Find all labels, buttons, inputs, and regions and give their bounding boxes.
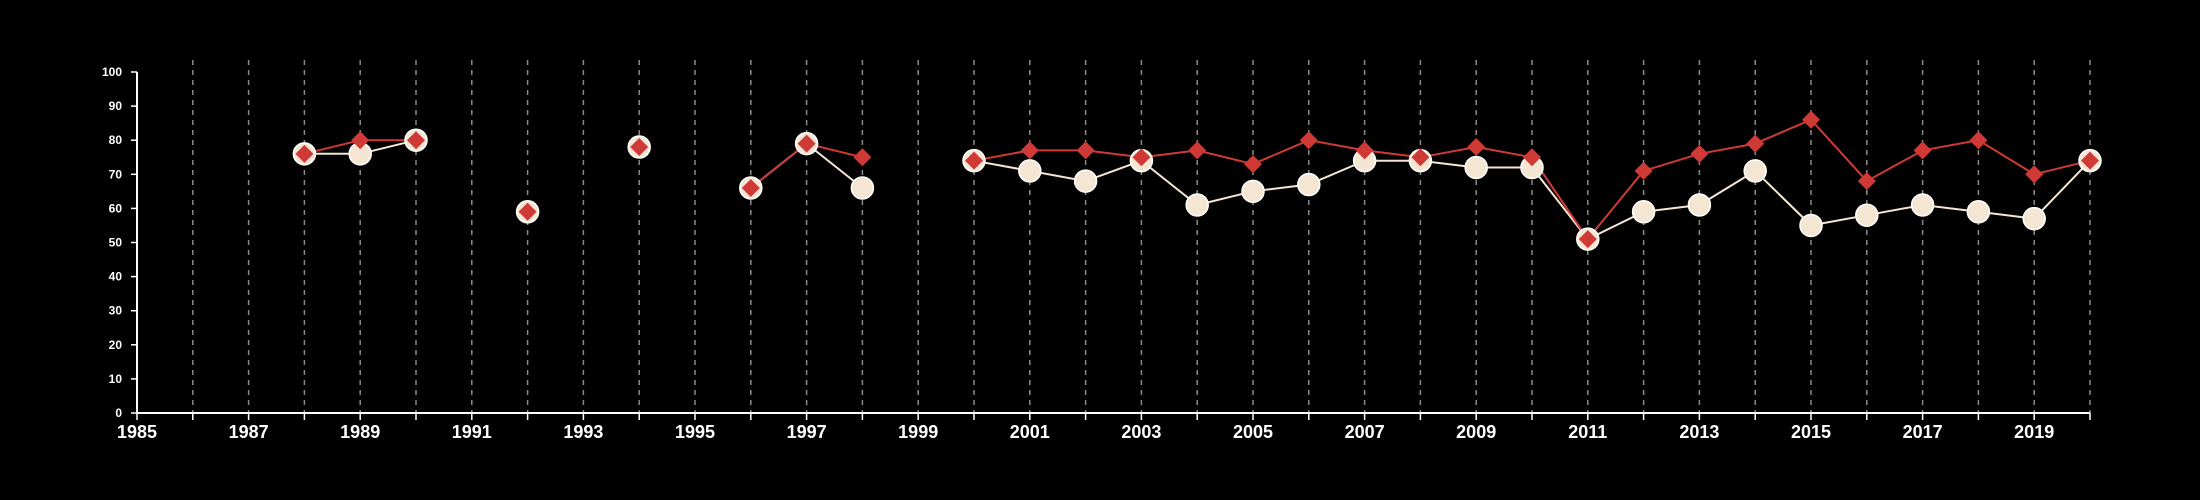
series-2-point [295, 144, 314, 163]
y-tick-label: 100 [102, 65, 122, 79]
series-2-point [1355, 141, 1374, 160]
series-2-point [2025, 165, 2044, 184]
y-tick-label: 80 [109, 133, 123, 147]
series-2-point [1523, 148, 1541, 167]
x-tick-label: 2007 [1345, 422, 1385, 442]
series-2-point [1913, 141, 1932, 160]
series-1-point [1743, 159, 1767, 183]
series-1-point [1241, 179, 1265, 204]
series-1-point [1297, 172, 1321, 197]
x-tick-label: 2003 [1121, 422, 1161, 442]
series-2-point [1857, 172, 1876, 191]
y-tick-label: 20 [109, 338, 123, 352]
series-2-point [1578, 230, 1597, 249]
series-2-point [518, 202, 537, 221]
x-tick-label: 1987 [229, 422, 269, 442]
x-tick-label: 2011 [1568, 422, 1607, 442]
series-2-point [1969, 131, 1988, 150]
series-1-point [1966, 200, 1991, 224]
y-tick-label: 50 [109, 236, 123, 250]
x-tick-label: 2001 [1010, 422, 1050, 442]
x-tick-label: 1993 [563, 422, 603, 442]
y-tick-label: 10 [109, 372, 123, 386]
y-tick-label: 40 [109, 270, 123, 284]
series-1-point [1073, 169, 1098, 193]
x-tick-label: 1991 [452, 422, 492, 442]
series-1-point [1018, 159, 1042, 183]
series-1-point [1185, 193, 1209, 217]
series-2-point [407, 131, 425, 150]
series-2-point [853, 148, 872, 167]
x-tick-label: 1997 [787, 422, 827, 442]
series-2-point [741, 178, 760, 197]
series-1-point [1464, 155, 1488, 180]
series-1-point [850, 176, 875, 200]
series-2-point [1746, 134, 1765, 153]
series-2-point [1076, 141, 1095, 160]
series-2-point [1634, 161, 1653, 180]
y-tick-label: 90 [109, 99, 123, 113]
y-tick-label: 60 [109, 201, 123, 215]
series-1-point [1855, 203, 1879, 227]
series-2-point [1020, 141, 1039, 160]
series-2-point [630, 138, 649, 157]
series-2-point [1690, 144, 1709, 163]
x-tick-label: 1989 [340, 422, 380, 442]
x-tick-label: 2017 [1903, 422, 1943, 442]
series-2-point [797, 134, 816, 153]
series-2-point [1132, 148, 1151, 167]
series-2-point [1802, 110, 1820, 129]
axes: 0 10 20 30 40 50 60 70 80 90 100 1985 1987 1989 1991 19… [102, 65, 2091, 442]
series-2-point [2081, 151, 2099, 170]
series-2-point [1188, 141, 1207, 160]
series-1-point [1687, 193, 1712, 217]
grid [192, 60, 2091, 413]
x-tick-label: 2015 [1791, 422, 1831, 442]
x-tick-label: 2019 [2014, 422, 2054, 442]
y-tick-label: 0 [115, 406, 122, 420]
series-2-point [351, 131, 370, 150]
series-2-point [1299, 131, 1318, 150]
y-tick-label: 70 [109, 167, 123, 181]
series-2-point [1244, 155, 1262, 174]
series-2-point [965, 151, 983, 170]
y-tick-label: 30 [109, 304, 123, 318]
x-tick-label: 2009 [1456, 422, 1496, 442]
series [292, 110, 2102, 251]
series-1-point [1631, 200, 1656, 224]
x-tick-label: 2013 [1679, 422, 1719, 442]
x-tick-label: 1995 [675, 422, 715, 442]
x-tick-label: 2005 [1233, 422, 1273, 442]
x-tick-label: 1999 [898, 422, 938, 442]
series-1-point [1910, 193, 1935, 217]
series-2-point [1467, 138, 1486, 157]
series-2-point [1411, 148, 1430, 167]
x-tick-label: 1985 [117, 422, 157, 442]
series-1-point [1799, 213, 1823, 238]
series-1-point [2022, 206, 2046, 231]
